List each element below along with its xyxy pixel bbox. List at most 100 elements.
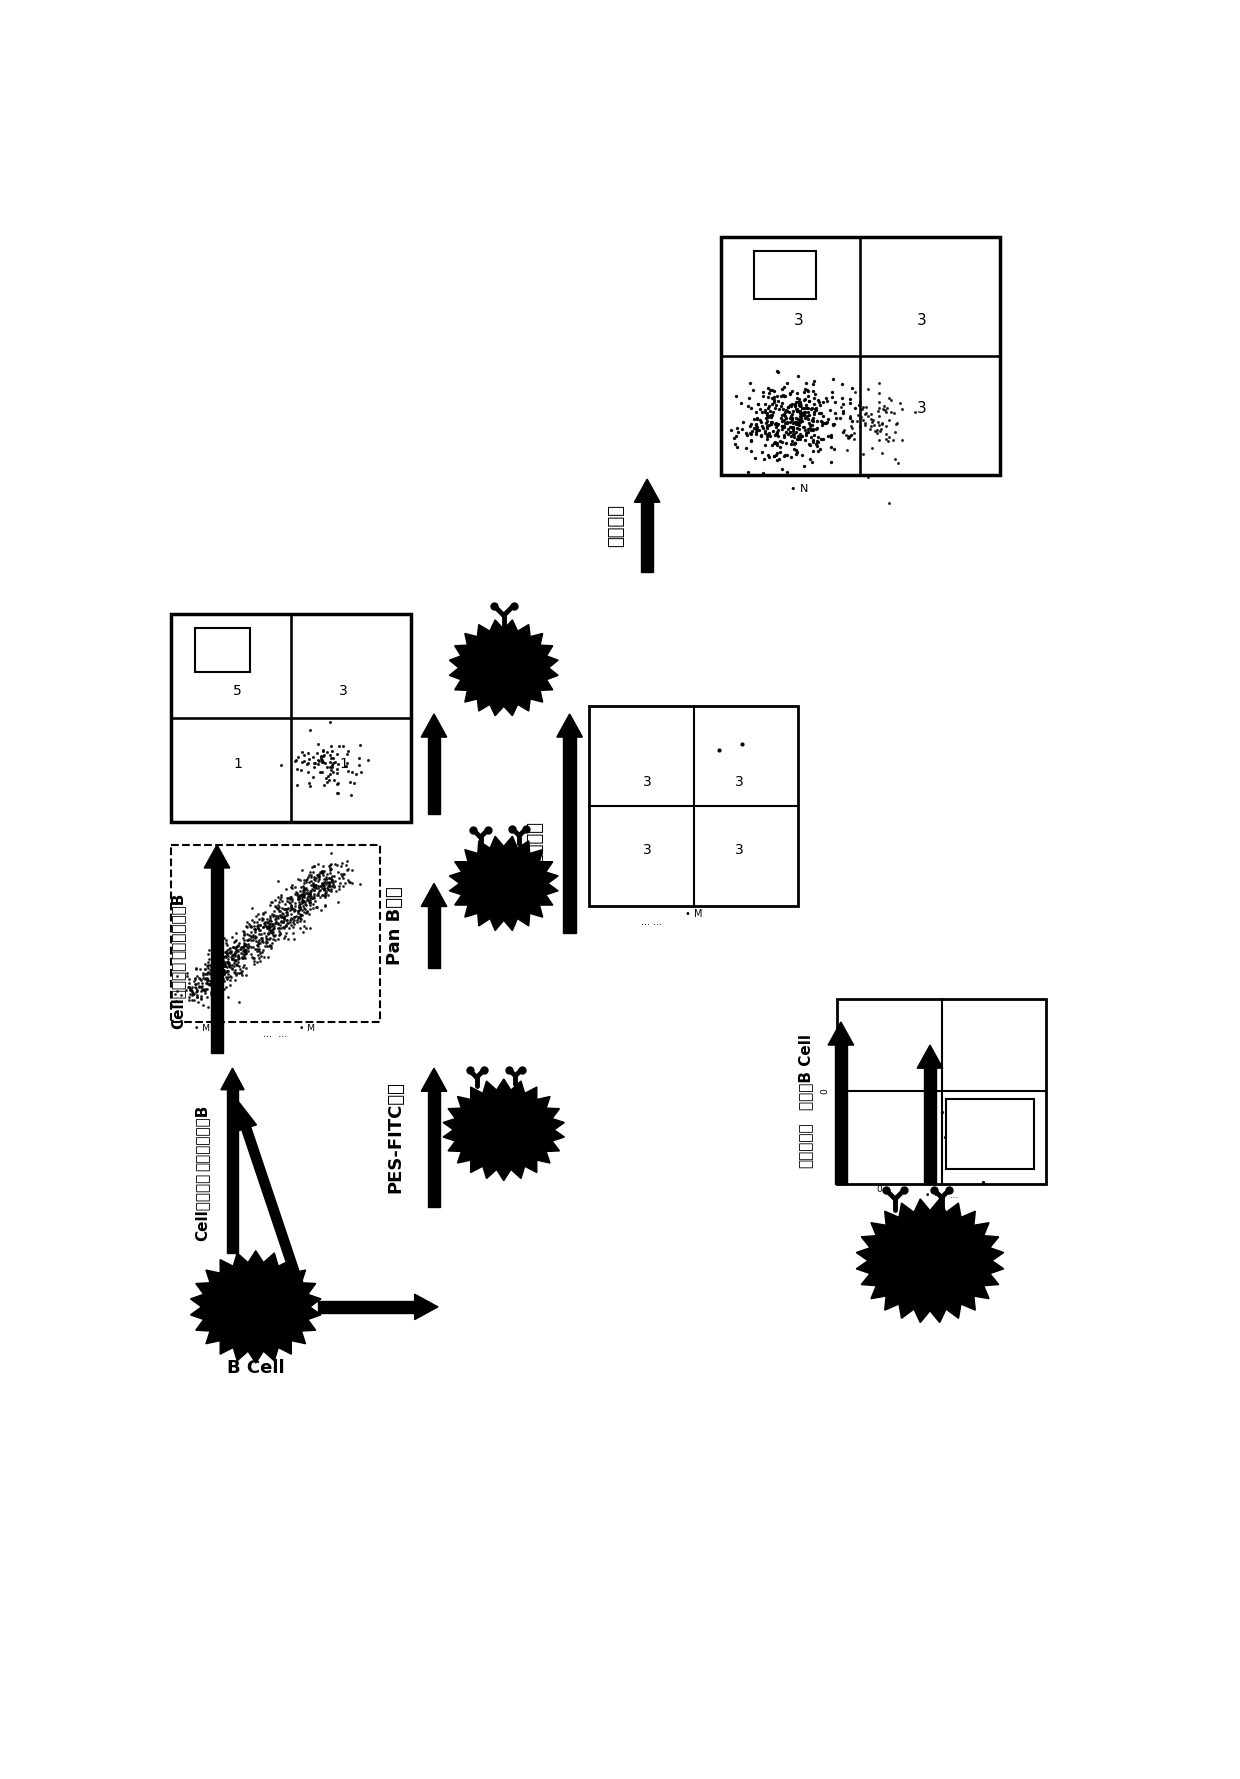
Point (281, 893, 301, 922)
Point (207, 961, 227, 989)
Point (293, 879, 312, 907)
Point (830, 404, 849, 432)
Point (780, 418, 800, 447)
Point (277, 906, 296, 934)
Point (314, 872, 334, 900)
Point (290, 907, 310, 936)
Point (760, 375, 780, 404)
Point (768, 411, 787, 439)
Point (179, 973, 198, 1002)
Point (299, 861, 319, 890)
Point (823, 409, 843, 438)
Point (738, 420, 758, 448)
Point (260, 918, 280, 946)
Point (228, 943, 248, 971)
Point (277, 920, 296, 948)
Point (211, 938, 231, 966)
Point (208, 962, 228, 991)
Point (222, 922, 242, 950)
Point (298, 884, 317, 913)
Point (300, 717, 320, 745)
Point (782, 404, 802, 432)
Point (790, 404, 810, 432)
Point (207, 954, 227, 982)
Point (324, 872, 343, 900)
Text: • • • ...: • • • ... (925, 1190, 959, 1199)
Point (294, 873, 314, 902)
Point (203, 952, 223, 980)
Point (192, 975, 212, 1003)
Point (249, 920, 269, 948)
Point (289, 893, 309, 922)
Point (206, 941, 226, 970)
Point (978, 1115, 998, 1144)
Point (317, 872, 337, 900)
Point (773, 415, 792, 443)
Point (219, 952, 239, 980)
Point (231, 939, 250, 968)
Point (304, 884, 324, 913)
Point (308, 881, 327, 909)
Point (773, 411, 792, 439)
Point (954, 1089, 973, 1117)
Point (322, 861, 342, 890)
Point (270, 884, 290, 913)
Point (991, 1115, 1011, 1144)
Point (273, 907, 293, 936)
Point (799, 388, 818, 416)
Point (288, 898, 308, 927)
Point (264, 922, 284, 950)
Point (853, 406, 873, 434)
Point (985, 1144, 1004, 1172)
Bar (428, 1091, 440, 1206)
Point (200, 971, 219, 1000)
Point (774, 381, 794, 409)
Point (296, 886, 316, 914)
Point (872, 409, 892, 438)
Point (781, 391, 801, 420)
Point (987, 1121, 1007, 1149)
Point (195, 950, 215, 978)
Point (281, 895, 301, 923)
Point (205, 957, 224, 986)
Point (765, 377, 785, 406)
Point (807, 427, 827, 455)
Point (321, 744, 341, 772)
Point (242, 893, 262, 922)
Point (1002, 1133, 1022, 1162)
Point (211, 971, 231, 1000)
Point (988, 1115, 1008, 1144)
Point (247, 909, 267, 938)
Point (769, 358, 789, 386)
Point (227, 927, 247, 955)
Point (294, 895, 314, 923)
Point (236, 936, 255, 964)
Point (291, 738, 311, 767)
Point (878, 427, 898, 455)
Point (321, 865, 341, 893)
Point (774, 441, 794, 470)
Point (796, 368, 816, 397)
Point (274, 907, 294, 936)
Point (994, 1142, 1014, 1171)
Point (790, 411, 810, 439)
Point (228, 943, 248, 971)
Point (197, 964, 217, 993)
Point (237, 920, 257, 948)
Point (838, 422, 858, 450)
Point (966, 1126, 986, 1155)
Point (746, 404, 766, 432)
Polygon shape (557, 713, 583, 737)
Point (965, 1110, 985, 1139)
Point (745, 443, 765, 471)
Point (200, 936, 219, 964)
Point (244, 914, 264, 943)
Point (299, 882, 319, 911)
Point (744, 415, 764, 443)
Point (197, 975, 217, 1003)
Point (854, 411, 874, 439)
Point (839, 404, 859, 432)
Point (228, 936, 248, 964)
Point (281, 891, 301, 920)
Point (208, 957, 228, 986)
